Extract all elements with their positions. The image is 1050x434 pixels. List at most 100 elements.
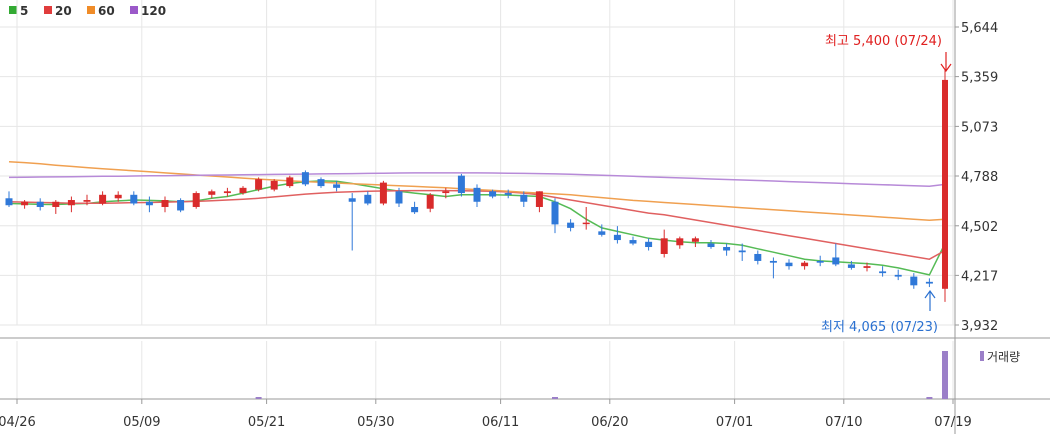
candle-35 — [551, 198, 559, 234]
candle-body-41 — [645, 241, 653, 248]
candle-body-42 — [660, 238, 668, 254]
candles — [5, 69, 948, 302]
candle-body-8 — [130, 194, 138, 204]
candle-body-44 — [691, 238, 699, 242]
legend-label-5: 5 — [20, 4, 28, 18]
candle-body-3 — [52, 201, 60, 207]
candle-7 — [114, 191, 122, 202]
candle-body-30 — [473, 187, 481, 202]
candle-4 — [67, 196, 75, 213]
candle-body-31 — [489, 191, 497, 197]
x-tick-label-7: 07/10 — [825, 415, 862, 430]
candle-37 — [582, 206, 590, 230]
y-axis: 5,644 5,359 5,073 4,788 4,502 4,217 3,932 — [955, 21, 998, 334]
low-arrow-head-icon — [924, 289, 936, 299]
candle-53 — [832, 243, 840, 267]
candle-body-22 — [348, 198, 356, 202]
candle-body-27 — [426, 194, 434, 209]
candle-14 — [223, 187, 231, 197]
candle-8 — [130, 191, 138, 206]
candle-body-47 — [738, 250, 746, 253]
y-tick-label-1: 5,359 — [961, 71, 998, 86]
candle-57 — [894, 269, 902, 281]
y-tick-label-2: 5,073 — [961, 120, 998, 135]
candle-36 — [567, 219, 575, 232]
legend-swatch-5 — [9, 6, 17, 14]
candle-26 — [411, 201, 419, 214]
candle-body-0 — [5, 198, 13, 206]
candle-3 — [52, 200, 60, 214]
candle-body-52 — [816, 260, 824, 263]
candle-5 — [83, 194, 91, 206]
legend-label-120: 120 — [141, 4, 166, 18]
candle-48 — [754, 250, 762, 265]
legend-swatch-20 — [44, 6, 52, 14]
volume-bar-60 — [942, 351, 948, 399]
candle-2 — [36, 198, 44, 211]
candle-body-35 — [551, 201, 559, 225]
x-tick-label-2: 05/21 — [248, 415, 285, 430]
x-axis: 04/26 05/09 05/21 05/30 06/11 06/20 07/01 07/10… — [0, 399, 972, 430]
candle-13 — [208, 189, 216, 199]
x-tick-label-1: 05/09 — [123, 415, 160, 430]
candle-body-60 — [942, 79, 948, 289]
candle-50 — [785, 259, 793, 270]
candle-body-38 — [598, 231, 606, 235]
candle-body-6 — [99, 194, 107, 204]
candle-28 — [442, 187, 450, 199]
legend-label-60: 60 — [98, 4, 115, 18]
legend: 5 20 60 120 — [9, 4, 166, 18]
candle-16 — [255, 177, 263, 192]
candle-body-36 — [567, 222, 575, 228]
y-tick-label-4: 4,502 — [961, 220, 998, 235]
volume-legend-swatch — [980, 351, 984, 361]
candle-body-4 — [67, 200, 75, 206]
candle-body-21 — [333, 184, 341, 188]
candle-body-1 — [21, 201, 29, 206]
candle-11 — [177, 198, 185, 213]
candle-6 — [99, 191, 107, 206]
candle-29 — [457, 173, 465, 197]
candle-40 — [629, 236, 637, 246]
candle-body-32 — [504, 193, 512, 195]
candle-body-14 — [223, 191, 231, 194]
candle-body-49 — [769, 260, 777, 263]
candle-body-19 — [301, 172, 309, 185]
ma-line-120 — [8, 172, 946, 188]
candle-body-54 — [847, 264, 855, 268]
candle-body-16 — [255, 179, 263, 190]
candle-20 — [317, 177, 325, 188]
candle-46 — [723, 243, 731, 256]
candle-32 — [504, 189, 512, 199]
candle-body-34 — [535, 191, 543, 207]
candle-body-45 — [707, 243, 715, 248]
candle-31 — [489, 189, 497, 199]
candle-19 — [301, 170, 309, 187]
candle-body-23 — [364, 194, 372, 204]
candle-0 — [5, 191, 13, 207]
high-arrow-head-icon — [940, 63, 952, 73]
candle-body-43 — [676, 238, 684, 246]
candle-body-59 — [925, 281, 933, 284]
candle-59 — [925, 278, 933, 288]
candle-body-39 — [613, 234, 621, 241]
candle-body-18 — [286, 177, 294, 187]
candle-body-37 — [582, 222, 590, 225]
candle-60 — [942, 69, 948, 302]
x-tick-label-0: 04/26 — [0, 415, 36, 430]
x-tick-label-3: 05/30 — [357, 415, 394, 430]
candle-15 — [239, 186, 247, 195]
candle-body-40 — [629, 240, 637, 244]
candle-18 — [286, 175, 294, 188]
candle-1 — [21, 200, 29, 209]
high-label: 최고 5,400 (07/24) — [825, 34, 942, 49]
candle-body-26 — [411, 206, 419, 213]
x-tick-label-4: 06/11 — [482, 415, 519, 430]
legend-swatch-120 — [130, 6, 138, 14]
candle-27 — [426, 193, 434, 213]
candle-58 — [910, 273, 918, 289]
candle-9 — [145, 196, 153, 213]
candle-54 — [847, 260, 855, 270]
